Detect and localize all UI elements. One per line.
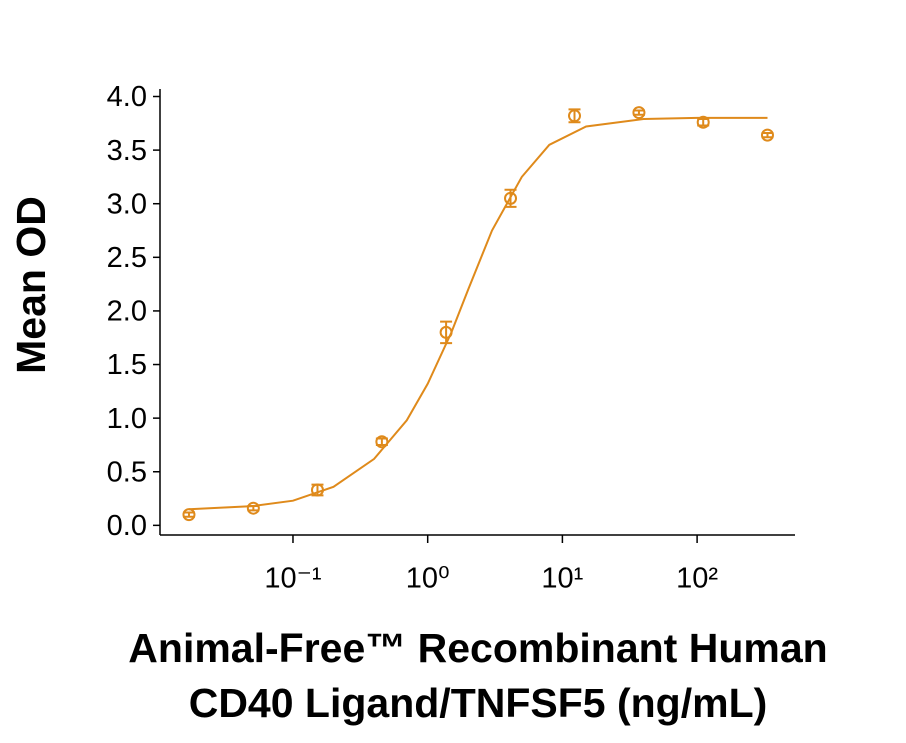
error-bar	[440, 320, 453, 345]
point	[504, 191, 518, 205]
error-bar	[632, 109, 645, 116]
fit-curve	[188, 116, 768, 511]
point	[246, 501, 260, 515]
x-axis-label: CD40 Ligand/TNFSF5 (ng/mL)	[189, 680, 768, 726]
y-tick-label: 2.5	[107, 242, 147, 274]
y-tick-label: 1.5	[107, 349, 147, 381]
point	[760, 128, 774, 142]
x-tick-label: 10¹	[541, 563, 583, 595]
y-axis-label: Mean OD	[8, 196, 54, 374]
point	[375, 435, 389, 449]
error-bar	[182, 511, 195, 518]
y-tick-label: 4.0	[107, 81, 147, 113]
error-bar	[247, 505, 260, 512]
y-tick-label: 3.0	[107, 188, 147, 220]
y-tick-label: 2.0	[107, 296, 147, 328]
y-tick-label: 3.5	[107, 135, 147, 167]
error-bar	[761, 131, 774, 139]
point	[568, 109, 582, 123]
point	[632, 106, 646, 120]
x-tick-label: 10⁻¹	[264, 563, 322, 595]
x-axis-label: Animal-Free™ Recombinant Human	[128, 625, 827, 671]
y-tick-label: 0.0	[107, 510, 147, 542]
point	[696, 115, 710, 129]
point	[310, 483, 324, 497]
y-tick-label: 0.5	[107, 456, 147, 488]
x-tick-label: 10⁰	[406, 563, 450, 595]
y-tick-label: 1.0	[107, 403, 147, 435]
x-tick-label: 10²	[676, 563, 718, 595]
point	[439, 325, 453, 339]
point	[182, 508, 196, 522]
